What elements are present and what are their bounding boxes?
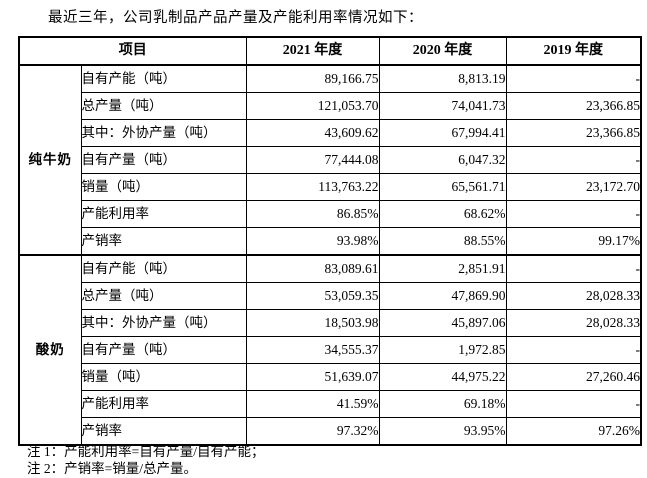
row-label: 产能利用率 (80, 390, 247, 418)
value-cell: 43,609.62 (245, 119, 380, 147)
value-cell: 34,555.37 (245, 336, 380, 364)
row-label: 产销率 (80, 417, 247, 446)
note-2: 注 2：产销率=销量/总产量。 (27, 461, 197, 476)
table-row: 其中：外协产量（吨） 43,609.62 67,994.41 23,366.85 (19, 119, 642, 147)
intro-text: 最近三年，公司乳制品产品产量及产能利用率情况如下： (48, 10, 423, 26)
value-cell: 113,763.22 (245, 173, 380, 201)
value-cell: - (505, 254, 642, 283)
table-row: 酸奶 自有产能（吨） 83,089.61 2,851.91 - (18, 254, 642, 446)
row-label: 自有产能（吨） (80, 254, 247, 283)
col-header-2020: 2020 年度 (378, 36, 507, 66)
value-cell: 27,260.46 (505, 363, 642, 391)
note-1: 注 1：产能利用率=自有产量/自有产能； (27, 444, 265, 459)
table-row: 销量（吨） 51,639.07 44,975.22 27,260.46 (19, 363, 642, 391)
value-cell: 74,041.73 (378, 92, 507, 120)
value-cell: - (505, 336, 642, 364)
value-cell: 47,869.90 (378, 282, 507, 310)
row-label: 自有产能（吨） (80, 64, 247, 93)
row-label: 销量（吨） (80, 363, 247, 391)
col-header-project: 项目 (18, 36, 247, 66)
table-row: 总产量（吨） 121,053.70 74,041.73 23,366.85 (19, 92, 642, 120)
value-cell: - (505, 390, 642, 418)
value-cell: 65,561.71 (378, 173, 507, 201)
value-cell: 2,851.91 (378, 254, 507, 283)
value-cell: 28,028.33 (505, 309, 642, 337)
row-label: 自有产量（吨） (80, 336, 247, 364)
table-row: 其中：外协产量（吨） 18,503.98 45,897.06 28,028.33 (19, 309, 642, 337)
value-cell: - (505, 200, 642, 228)
value-cell: 8,813.19 (378, 64, 507, 93)
table-row: 自有产量（吨） 34,555.37 1,972.85 - (19, 336, 642, 364)
group-label-pure-milk: 纯牛奶 (18, 64, 82, 256)
value-cell: 93.98% (245, 227, 380, 256)
value-cell: 44,975.22 (378, 363, 507, 391)
row-label: 总产量（吨） (80, 92, 247, 120)
value-cell: 51,639.07 (245, 363, 380, 391)
value-cell: 77,444.08 (245, 146, 380, 174)
value-cell: - (505, 64, 642, 93)
value-cell: 89,166.75 (245, 64, 380, 93)
value-cell: 69.18% (378, 390, 507, 418)
value-cell: 23,172.70 (505, 173, 642, 201)
row-label: 其中：外协产量（吨） (80, 309, 247, 337)
value-cell: 99.17% (505, 227, 642, 256)
table-row: 销量（吨） 113,763.22 65,561.71 23,172.70 (19, 173, 642, 201)
col-header-2019: 2019 年度 (505, 36, 642, 66)
table-row: 自有产量（吨） 77,444.08 6,047.32 - (19, 146, 642, 174)
value-cell: 23,366.85 (505, 92, 642, 120)
value-cell: 18,503.98 (245, 309, 380, 337)
value-cell: 93.95% (378, 417, 507, 446)
value-cell: 67,994.41 (378, 119, 507, 147)
production-capacity-table: 项目 2021 年度 2020 年度 2019 年度 纯牛奶 自有产能（吨） 8… (18, 36, 642, 446)
table-row: 纯牛奶 自有产能（吨） 89,166.75 8,813.19 - (18, 64, 642, 256)
value-cell: - (505, 146, 642, 174)
value-cell: 53,059.35 (245, 282, 380, 310)
table-row: 产能利用率 41.59% 69.18% - (19, 390, 642, 418)
footnotes: 注 1：产能利用率=自有产量/自有产能； 注 2：产销率=销量/总产量。 (27, 443, 265, 477)
value-cell: 97.32% (245, 417, 380, 446)
value-cell: 88.55% (378, 227, 507, 256)
row-label: 其中：外协产量（吨） (80, 119, 247, 147)
value-cell: 23,366.85 (505, 119, 642, 147)
value-cell: 28,028.33 (505, 282, 642, 310)
row-label: 产能利用率 (80, 200, 247, 228)
table-row: 产销率 97.32% 93.95% 97.26% (19, 417, 642, 446)
value-cell: 83,089.61 (245, 254, 380, 283)
group-label-yogurt: 酸奶 (18, 254, 82, 446)
header-row: 项目 2021 年度 2020 年度 2019 年度 (18, 36, 642, 66)
col-header-2021: 2021 年度 (245, 36, 380, 66)
row-label: 总产量（吨） (80, 282, 247, 310)
value-cell: 86.85% (245, 200, 380, 228)
value-cell: 6,047.32 (378, 146, 507, 174)
value-cell: 1,972.85 (378, 336, 507, 364)
value-cell: 68.62% (378, 200, 507, 228)
table-row: 总产量（吨） 53,059.35 47,869.90 28,028.33 (19, 282, 642, 310)
table-row: 产能利用率 86.85% 68.62% - (19, 200, 642, 228)
row-label: 自有产量（吨） (80, 146, 247, 174)
value-cell: 97.26% (505, 417, 642, 446)
table-row: 产销率 93.98% 88.55% 99.17% (19, 227, 642, 256)
value-cell: 121,053.70 (245, 92, 380, 120)
row-label: 销量（吨） (80, 173, 247, 201)
row-label: 产销率 (80, 227, 247, 256)
value-cell: 45,897.06 (378, 309, 507, 337)
value-cell: 41.59% (245, 390, 380, 418)
